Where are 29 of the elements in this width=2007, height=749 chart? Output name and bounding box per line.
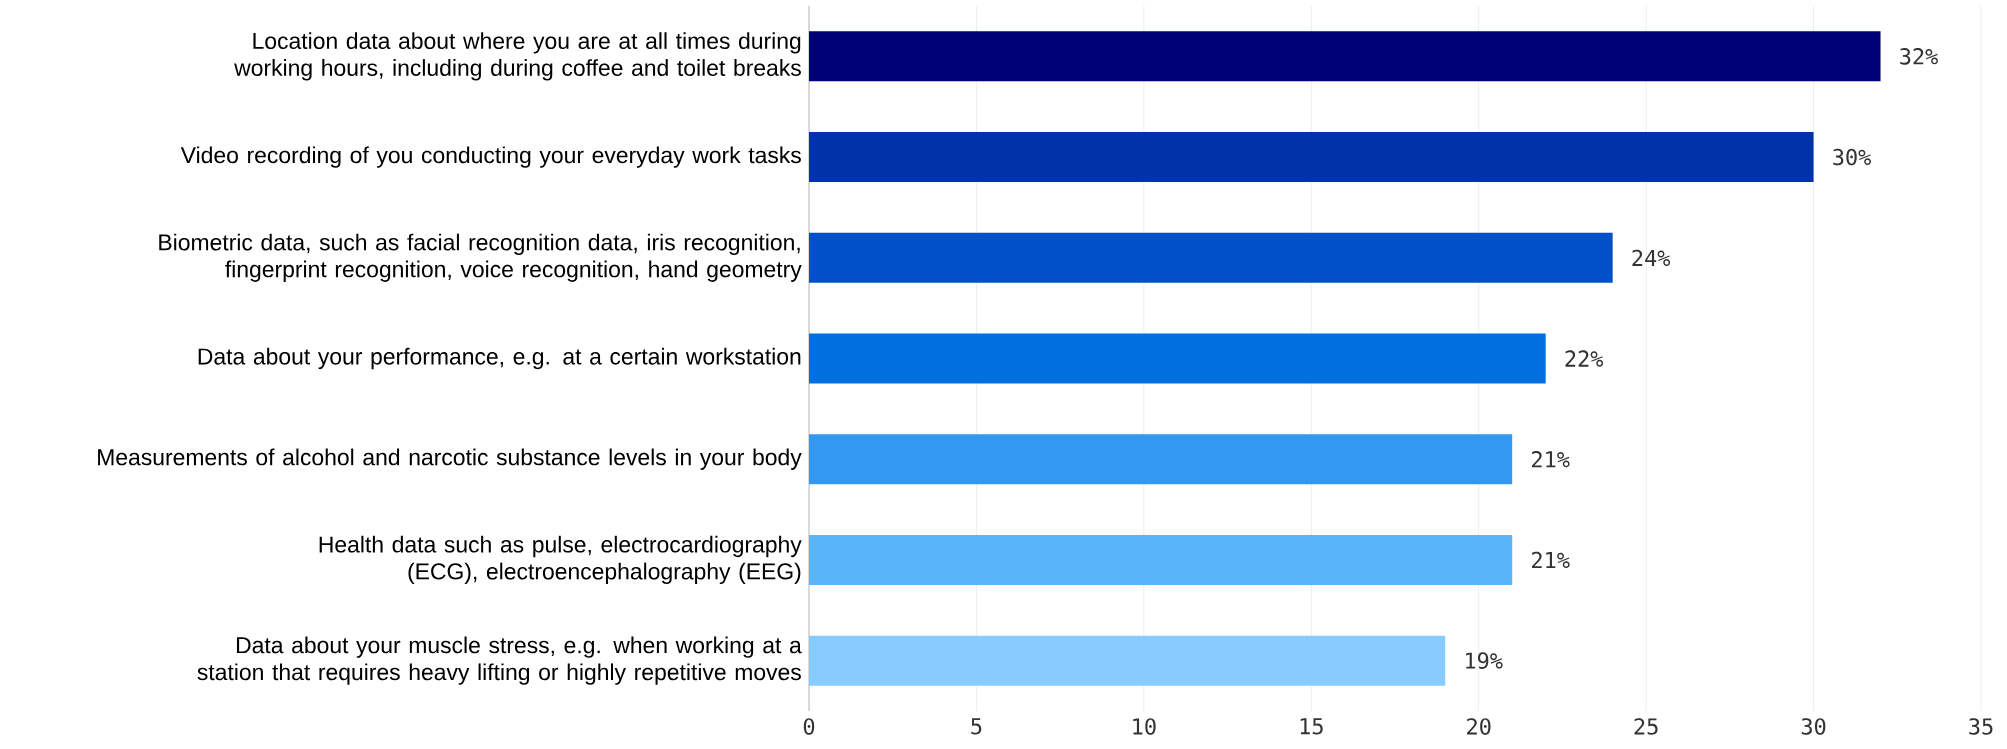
x-tick-label: 30 <box>1801 718 1826 735</box>
x-tick-label: 20 <box>1467 718 1491 735</box>
data-label: 22% <box>1565 350 1604 367</box>
y-tick-label: Health data such as pulse, electrocardiography (ECG), electroencephalography (EEG) <box>319 535 802 585</box>
bar <box>809 31 1881 82</box>
bar <box>809 434 1513 485</box>
y-tick-label: Data about your muscle stress, e.g. when working at a station that requires heavy lifting or highly repetitive moves <box>197 636 802 685</box>
y-tick-label: Data about your performance, e.g. at a certain workstation <box>198 347 801 370</box>
y-tick-label: Biometric data, such as facial recognition data, iris recognition, fingerprint recognition, voice recognition, hand geometry <box>159 233 802 282</box>
x-tick-label: 15 <box>1300 718 1323 735</box>
data-label: 24% <box>1632 249 1671 266</box>
y-tick-label: Video recording of you conducting your everyday work tasks <box>180 146 801 168</box>
y-tick-label: Measurements of alcohol and narcotic substance levels in your body <box>98 448 802 470</box>
x-tick-label: 35 <box>1969 718 1993 735</box>
bar <box>809 534 1513 585</box>
data-label: 21% <box>1532 551 1570 569</box>
bar <box>809 333 1546 384</box>
data-label: 30% <box>1833 148 1871 166</box>
bar <box>809 232 1613 283</box>
bar <box>809 132 1814 183</box>
x-tick-label: 0 <box>803 718 815 735</box>
bar <box>809 635 1446 686</box>
x-tick-label: 10 <box>1133 718 1156 735</box>
x-tick-label: 5 <box>971 718 982 735</box>
y-tick-label: Location data about where you are at all times during working hours, including during coffee and toilet breaks <box>234 32 801 81</box>
data-label: 21% <box>1532 451 1570 468</box>
data-label: 32% <box>1900 48 1938 65</box>
data-label: 19% <box>1466 652 1503 669</box>
x-tick-label: 25 <box>1634 718 1658 735</box>
